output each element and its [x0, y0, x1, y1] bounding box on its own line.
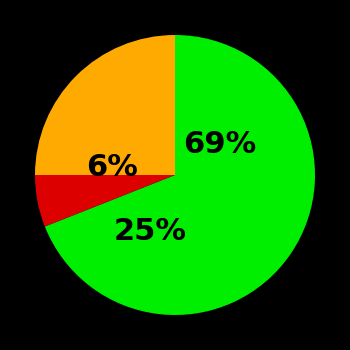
- Text: 69%: 69%: [183, 130, 257, 159]
- Wedge shape: [35, 175, 175, 226]
- Text: 25%: 25%: [113, 217, 186, 245]
- Wedge shape: [35, 35, 175, 175]
- Text: 6%: 6%: [86, 154, 138, 182]
- Wedge shape: [45, 35, 315, 315]
